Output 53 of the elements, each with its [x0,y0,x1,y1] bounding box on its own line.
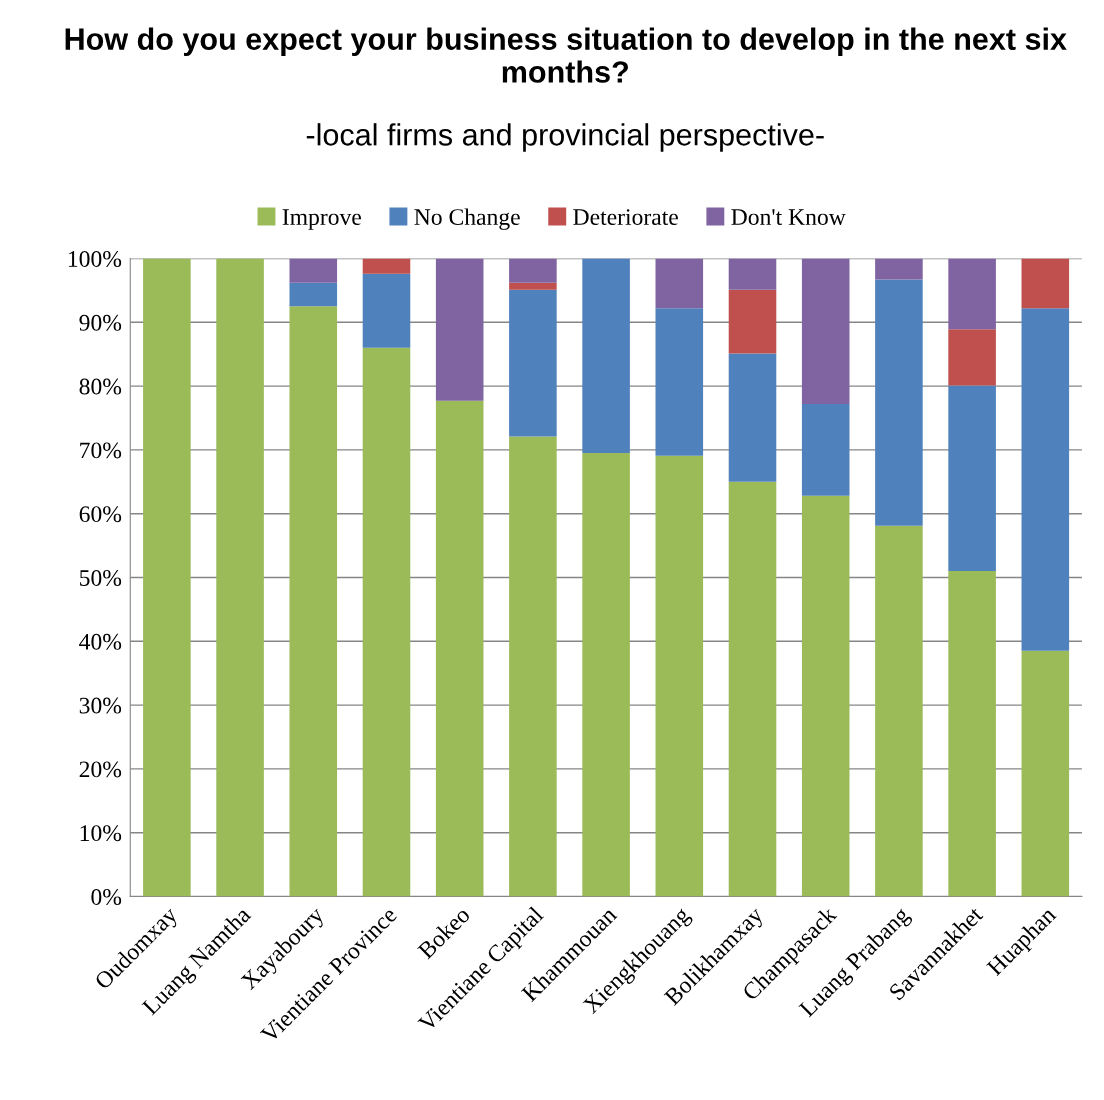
bar [509,436,557,897]
y-tick-label: 80% [79,378,122,395]
bar [875,279,923,526]
legend-label: Improve [282,209,361,230]
y-tick-label: 30% [79,697,122,714]
bar [1021,308,1070,651]
y-tick-label: 60% [79,506,122,523]
bar [1021,258,1070,309]
bar [509,289,557,437]
legend-label: Deteriorate [573,209,678,226]
y-tick-label: 10% [80,825,122,842]
y-tick-label: 0% [91,888,122,905]
legend-label: No Change [414,208,520,230]
chart-subtitle: -local firms and provincial perspective- [306,123,824,152]
bar [948,329,996,386]
bar [728,258,777,290]
bar [801,258,850,404]
bar [1021,650,1070,897]
bar [948,571,996,897]
bar [362,347,411,897]
bar [728,481,777,897]
bar [362,273,411,348]
bar [728,353,777,482]
y-tick-label: 90% [79,314,122,331]
bar [289,282,338,307]
bar [875,525,923,897]
bar [655,308,704,456]
bar [728,289,777,354]
bar [289,306,338,897]
y-tick-label: 20% [79,761,122,778]
bar [801,403,850,496]
bar [875,258,923,280]
bar [289,258,338,283]
bar [655,258,704,309]
bar [801,495,850,897]
y-tick-label: 40% [79,633,122,650]
bar [582,453,630,897]
bar [509,282,557,290]
bar [948,258,996,330]
bar [948,385,996,572]
y-tick-label: 70% [80,442,122,459]
bar [362,258,411,274]
y-tick-label: 100% [68,250,122,267]
bar [655,455,704,897]
bar [509,258,557,283]
y-tick-label: 50% [80,569,122,586]
bar [143,258,191,897]
chart-title: How do you expect your business situation to develop in the next six months? [65,27,1067,83]
bar [435,258,484,401]
bar [582,258,630,454]
bar [435,400,484,897]
legend-label: Don't Know [731,209,846,226]
bar [216,258,264,897]
